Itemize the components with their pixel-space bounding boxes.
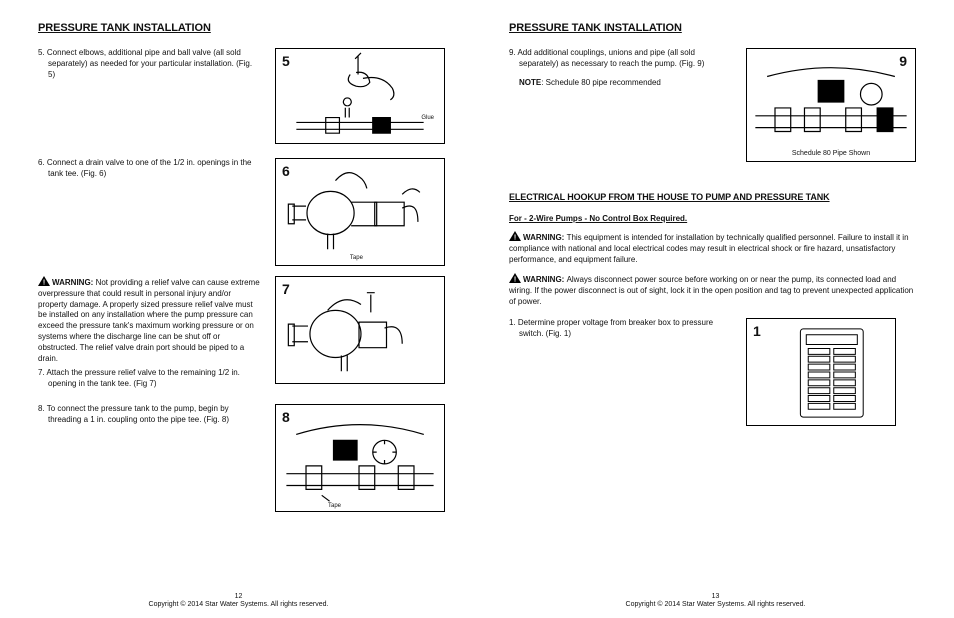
- section-electrical-title: ELECTRICAL HOOKUP FROM THE HOUSE TO PUMP…: [509, 192, 916, 202]
- page-number-right: 13: [477, 593, 954, 600]
- row-step-7: ! WARNING: Not providing a relief valve c…: [38, 276, 445, 394]
- page-spread: Pressure Tank Installation 5. Connect el…: [0, 0, 954, 618]
- row-step-1: 1. Determine proper voltage from breaker…: [509, 318, 916, 426]
- warning-2-text: This equipment is intended for installat…: [509, 233, 909, 264]
- page-title-left: Pressure Tank Installation: [38, 22, 445, 34]
- fig-1-illustration: [747, 319, 895, 425]
- figure-6: 6 Tape: [275, 158, 445, 266]
- page-right: Pressure Tank Installation 9. Add additi…: [477, 0, 954, 618]
- fig-8-illustration: [276, 405, 444, 511]
- warning-2: ! WARNING: This equipment is intended for…: [509, 231, 916, 265]
- warning-icon: !: [509, 231, 521, 241]
- row-step-8: 8. To connect the pressure tank to the p…: [38, 404, 445, 512]
- figbox-9: 9 Schedule 80 Pipe Sho: [746, 48, 916, 162]
- text-step-5: 5. Connect elbows, additional pipe and b…: [38, 48, 261, 84]
- note-text: : Schedule 80 pipe recommended: [541, 78, 661, 87]
- step-6-text: 6. Connect a drain valve to one of the 1…: [38, 158, 261, 180]
- fig-6-illustration: [276, 159, 444, 265]
- fig-9-caption: Schedule 80 Pipe Shown: [747, 150, 915, 157]
- warning-1-text: Not providing a relief valve can cause e…: [38, 278, 260, 363]
- warning-1: ! WARNING: Not providing a relief valve c…: [38, 276, 261, 364]
- fig-5-glue-label: Glue: [421, 115, 434, 121]
- page-title-right: Pressure Tank Installation: [509, 22, 916, 34]
- fig-8-tape-label: Tape: [328, 503, 341, 509]
- warning-icon: !: [509, 273, 521, 283]
- svg-text:!: !: [43, 280, 45, 287]
- figbox-6: 6 Tape: [275, 158, 445, 266]
- figure-9: 9 Schedule 80 Pipe Sho: [746, 48, 916, 162]
- figure-7: 7: [275, 276, 445, 384]
- fig-6-tape-label: Tape: [350, 255, 363, 261]
- row-step-9: 9. Add additional couplings, unions and …: [509, 48, 916, 162]
- row-step-5: 5. Connect elbows, additional pipe and b…: [38, 48, 445, 144]
- text-step-6: 6. Connect a drain valve to one of the 1…: [38, 158, 261, 184]
- text-step-9: 9. Add additional couplings, unions and …: [509, 48, 732, 92]
- step-7-text: 7. Attach the pressure relief valve to t…: [38, 368, 261, 390]
- step-8-text: 8. To connect the pressure tank to the p…: [38, 404, 261, 426]
- figure-5: 5 Glue: [275, 48, 445, 144]
- figbox-7: 7: [275, 276, 445, 384]
- note-line: NOTE: Schedule 80 pipe recommended: [509, 78, 732, 89]
- row-step-6: 6. Connect a drain valve to one of the 1…: [38, 158, 445, 266]
- warning-3-label: WARNING:: [523, 275, 564, 284]
- fig-5-illustration: [276, 49, 444, 143]
- text-warning-step7: ! WARNING: Not providing a relief valve c…: [38, 276, 261, 394]
- step-5-text: 5. Connect elbows, additional pipe and b…: [38, 48, 261, 80]
- fig-9-illustration: [747, 49, 915, 161]
- svg-text:!: !: [514, 277, 516, 284]
- figbox-1: 1: [746, 318, 896, 426]
- figbox-8: 8 Tape: [275, 404, 445, 512]
- fig-7-illustration: [276, 277, 444, 383]
- footer-right: 13 Copyright © 2014 Star Water Systems. …: [477, 593, 954, 608]
- note-label: NOTE: [519, 78, 541, 87]
- warning-3-text: Always disconnect power source before wo…: [509, 275, 913, 306]
- warning-1-label: WARNING:: [52, 278, 93, 287]
- subsection-2wire: For - 2-Wire Pumps - No Control Box Requ…: [509, 214, 916, 223]
- warning-2-label: WARNING:: [523, 233, 564, 242]
- warning-3: ! WARNING: Always disconnect power source…: [509, 273, 916, 307]
- page-left: Pressure Tank Installation 5. Connect el…: [0, 0, 477, 618]
- copyright-right: Copyright © 2014 Star Water Systems. All…: [626, 601, 806, 608]
- text-step-8: 8. To connect the pressure tank to the p…: [38, 404, 261, 430]
- text-step-1: 1. Determine proper voltage from breaker…: [509, 318, 732, 344]
- step-9-text: 9. Add additional couplings, unions and …: [509, 48, 732, 70]
- svg-text:!: !: [514, 235, 516, 242]
- figure-1: 1: [746, 318, 916, 426]
- warning-icon: !: [38, 276, 50, 286]
- figure-8: 8 Tape: [275, 404, 445, 512]
- copyright-left: Copyright © 2014 Star Water Systems. All…: [149, 601, 329, 608]
- page-number-left: 12: [0, 593, 477, 600]
- figbox-5: 5 Glue: [275, 48, 445, 144]
- step-1-text: 1. Determine proper voltage from breaker…: [509, 318, 732, 340]
- footer-left: 12 Copyright © 2014 Star Water Systems. …: [0, 593, 477, 608]
